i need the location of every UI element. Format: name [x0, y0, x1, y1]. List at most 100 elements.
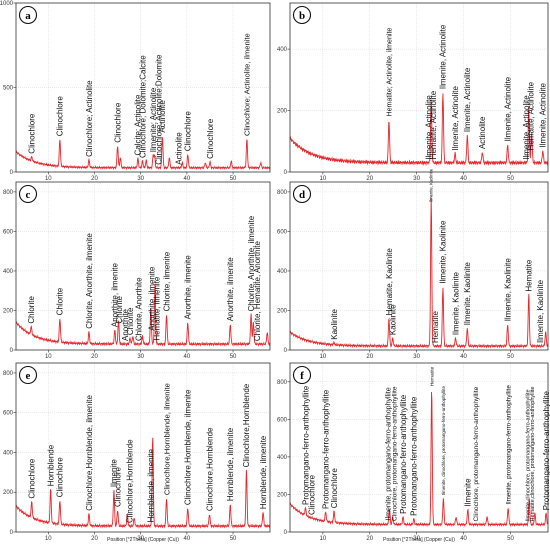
peak-annotation: Clinochlore, protomangano-ferro-anthophy…: [473, 386, 480, 521]
peak-annotation: Hematite, Actinolite: [526, 81, 535, 150]
y-tick-label: 400: [277, 455, 288, 461]
peak-annotation: Clinochlore; Actinolite, ilmenite: [243, 33, 252, 136]
x-tick-label: 10: [45, 176, 52, 182]
peak-annotation: Ilmenite: [464, 478, 473, 507]
y-tick-label: 0: [10, 348, 14, 354]
peak-annotation: Hornblende: [46, 444, 55, 486]
y-tick-label: 800: [3, 371, 14, 377]
peak-annotation: Protomangano-ferro-anthophyllite: [301, 385, 310, 505]
peak-annotation: Ilmenite, Actinolite: [439, 24, 448, 89]
peak-annotation: Anorthite, ilmenite: [226, 257, 235, 322]
x-tick-label: 20: [91, 176, 98, 182]
peak-annotation: Hornblende, ilmenite: [259, 435, 268, 509]
panel-badge-letter: f: [300, 370, 304, 382]
peak-annotation: Anorthite, ilmenite: [148, 266, 157, 331]
peak-annotation: Ilmenite, clinochlore, protomangano-ferr…: [441, 386, 446, 496]
x-tick-label: 50: [507, 354, 514, 360]
panel-badge-circle: [292, 365, 312, 385]
peak-annotation: Clinochlore,Hornblende, ilmenite: [184, 389, 193, 505]
y-tick-label: 0: [284, 530, 288, 536]
panel-badge-letter: d: [299, 189, 305, 201]
plot-frame: [289, 181, 549, 351]
x-tick-label: 30: [137, 176, 144, 182]
x-tick-label: 20: [366, 176, 373, 182]
x-tick-label: 20: [91, 536, 98, 542]
panel-f: 10 20 30 40 50 0 200 400 600 800 Position [°2Theta…: [277, 362, 550, 543]
x-tick-label: 40: [184, 176, 191, 182]
peak-annotation: Ilmenite, Actinolite: [539, 82, 548, 147]
x-tick-label: 10: [319, 536, 326, 542]
peak-annotation: Ilmenite; Actinolite: [149, 87, 158, 152]
panel-d: 10 20 30 40 500200400600800KaoliniteHematite…: [277, 168, 549, 360]
y-tick-label: 0: [10, 170, 14, 176]
peak-annotation: Actinolite: [158, 100, 167, 133]
peak-annotation: Chlorite: [27, 296, 36, 324]
y-tick-label: 600: [277, 417, 288, 423]
y-tick-label: 200: [3, 308, 14, 314]
x-tick-label: 40: [184, 354, 191, 360]
peak-annotation: Hematite,clinochlore, protomangano-ferro…: [530, 387, 536, 522]
panel-badge-circle: [292, 184, 312, 204]
x-tick-label: 10: [45, 536, 52, 542]
peak-annotation: Clinochlore: [28, 458, 37, 499]
peak-annotation: Anorthite, ilmenite: [111, 263, 120, 328]
peak-annotation: Ilmenite, Kaolinite: [536, 279, 545, 343]
peak-annotation: Anorthite, ilmenite: [184, 255, 193, 320]
x-tick-label: 30: [137, 536, 144, 542]
y-tick-label: 200: [277, 492, 288, 498]
x-tick-label: 50: [230, 536, 237, 542]
y-tick-label: 800: [277, 190, 288, 196]
panel-badge-letter: c: [26, 189, 31, 201]
peak-annotation: Actinolite: [478, 116, 487, 149]
y-tick-label: 600: [3, 411, 14, 417]
peak-annotation: Clinochlore,Hornblende: [205, 427, 214, 511]
peak-annotation: Hematite, Actinolite: [429, 90, 438, 159]
y-tick-label: 600: [3, 229, 14, 235]
peak-annotation: Clinochlore; Actinolite: [85, 80, 94, 157]
y-tick-label: 200: [277, 109, 288, 115]
xrd-trace-line: [289, 391, 549, 528]
x-tick-label: 10: [45, 354, 52, 360]
x-tick-label: 50: [230, 354, 237, 360]
y-tick-label: 400: [3, 269, 14, 275]
x-tick-label: 40: [184, 536, 191, 542]
peak-annotation: Clinochlore: [28, 113, 37, 154]
peak-annotation: Protomangano-ferro-anthophyllite: [410, 396, 419, 516]
peak-annotation: Hematite: [431, 310, 440, 343]
peak-annotation: Ilmenite, Actinolite: [451, 86, 460, 151]
xrd-trace-line: [15, 136, 271, 171]
peak-annotation: Calcite; Actinolite: [134, 94, 143, 155]
peak-annotation: Ilmenite, Actinolite: [463, 67, 472, 132]
peak-annotation: Hematite: [525, 259, 534, 292]
y-tick-label: 600: [277, 229, 288, 235]
x-tick-label: 50: [230, 176, 237, 182]
x-tick-label: 10: [319, 354, 326, 360]
peak-annotation: Actinolite: [174, 132, 183, 165]
peak-annotation: Hematite, Kaolinite: [385, 248, 394, 316]
x-tick-label: 30: [137, 354, 144, 360]
peak-annotation: Clinochlore,Hornblende, ilmenite: [162, 383, 171, 495]
peak-annotation: Ilmenite, Actinolite: [425, 95, 434, 160]
peak-annotation: Chlorite: [56, 287, 65, 315]
y-tick-label: 800: [3, 190, 14, 196]
peak-annotation: Ilmenite, Kaolinite: [503, 258, 512, 322]
panel-badge-circle: [18, 184, 38, 204]
x-tick-label: 20: [366, 354, 373, 360]
peak-annotation: Kaolinite: [389, 304, 398, 335]
x-tick-label: 30: [413, 536, 420, 542]
x-tick-label: 40: [460, 176, 467, 182]
panel-badge-circle: [292, 5, 312, 25]
x-tick-label: 30: [413, 176, 420, 182]
x-axis-title: Position [°2Theta] (Copper (Cu)): [107, 537, 179, 543]
y-tick-label: 200: [3, 490, 14, 496]
x-tick-label: 30: [413, 354, 420, 360]
panel-badge-circle: [18, 365, 38, 385]
panel-b: 10 20 30 40 50 0 200 400 Hematite; Actinolite, i…: [277, 2, 549, 182]
peak-annotation: Clinochlore; Dolomite;Calcite: [138, 55, 147, 158]
peak-annotation: Clinochlore; Actinolite;Dolomite: [155, 54, 164, 165]
peak-annotation: Ilmenite, protomangano-ferro-anthophylli…: [505, 385, 512, 505]
peak-annotation: Clinochlore,Hornblende: [242, 383, 251, 467]
peak-annotation: Chlorite: [115, 295, 124, 323]
x-tick-label: 20: [91, 354, 98, 360]
